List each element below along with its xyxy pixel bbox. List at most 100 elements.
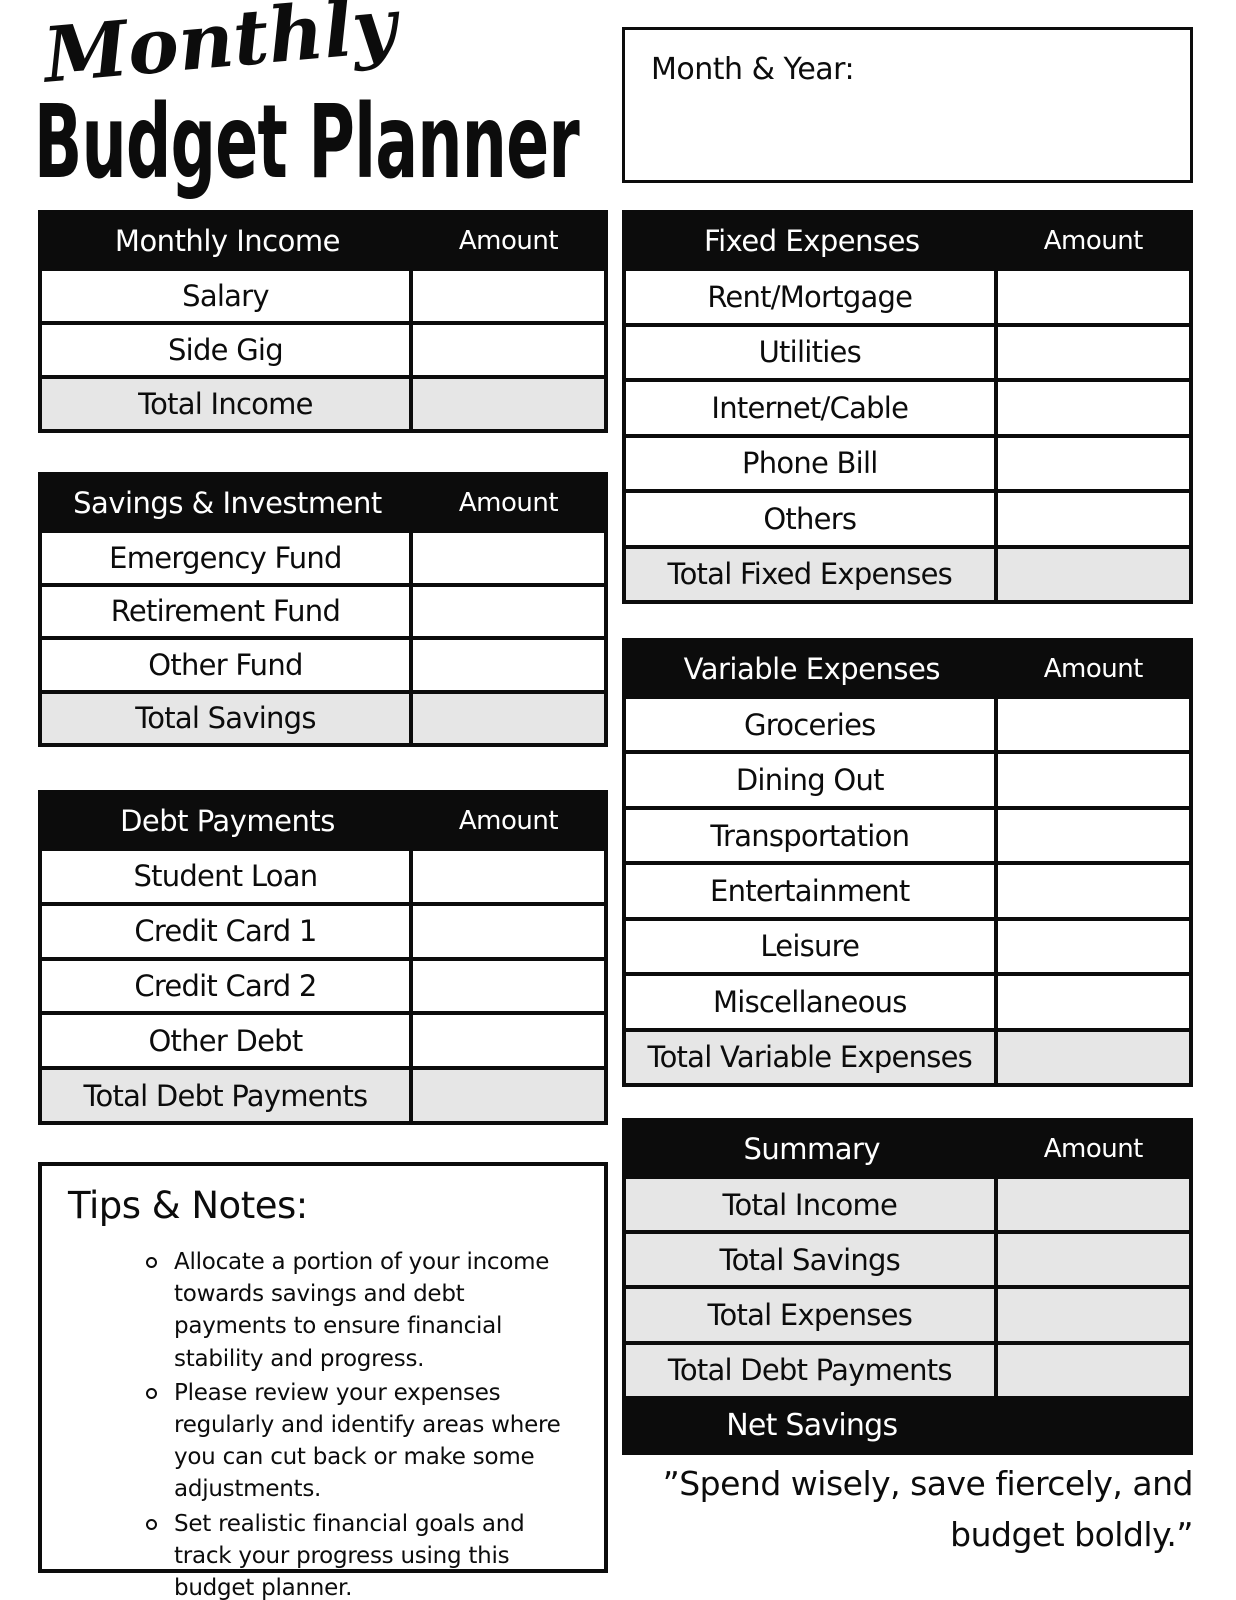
- list-item: Set realistic financial goals and track …: [146, 1508, 578, 1600]
- row-label: Emergency Fund: [42, 533, 413, 583]
- row-label: Rent/Mortgage: [626, 271, 998, 323]
- amount-cell[interactable]: [998, 1032, 1189, 1083]
- amount-cell[interactable]: [998, 1289, 1189, 1340]
- amount-cell[interactable]: [998, 382, 1189, 434]
- amount-cell[interactable]: [998, 1234, 1189, 1285]
- amount-cell[interactable]: [998, 810, 1189, 861]
- amount-cell[interactable]: [998, 549, 1189, 601]
- tip-text: Please review your expenses regularly an…: [174, 1379, 561, 1503]
- row-label: Total Debt Payments: [626, 1344, 998, 1396]
- row-label: Net Savings: [726, 1407, 898, 1443]
- variable-expenses-table: Variable Expenses Amount Groceries Dinin…: [622, 638, 1193, 1087]
- bullet-circle-icon: [146, 1257, 157, 1268]
- table-title: Fixed Expenses: [704, 223, 920, 258]
- page-title: Budget Planner: [34, 83, 580, 202]
- table-row: Transportation: [626, 805, 1189, 862]
- table-row: Student Loan: [42, 847, 604, 902]
- table-title: Savings & Investment: [73, 485, 382, 520]
- table-title: Debt Payments: [120, 803, 335, 838]
- table-header: Variable Expenses Amount: [626, 642, 1189, 695]
- amount-cell[interactable]: [413, 851, 604, 902]
- table-row: Emergency Fund: [42, 529, 604, 583]
- table-row: Other Fund: [42, 636, 604, 690]
- amount-cell[interactable]: [998, 976, 1189, 1027]
- amount-cell[interactable]: [998, 754, 1189, 805]
- table-row-total: Total Expenses: [626, 1285, 1189, 1341]
- amount-cell[interactable]: [998, 438, 1189, 490]
- quote-line: ”Spend wisely, save fiercely, and: [662, 1464, 1194, 1503]
- amount-cell[interactable]: [413, 379, 604, 429]
- table-row-total: Total Income: [626, 1175, 1189, 1231]
- bullet-circle-icon: [146, 1387, 157, 1399]
- table-row: Rent/Mortgage: [626, 267, 1189, 323]
- table-row-total: Total Variable Expenses: [626, 1027, 1189, 1083]
- table-row-total: Total Savings: [626, 1230, 1189, 1286]
- row-label: Leisure: [626, 920, 998, 973]
- table-row-total: Total Fixed Expenses: [626, 544, 1189, 601]
- table-row: Internet/Cable: [626, 378, 1189, 434]
- amount-cell[interactable]: [413, 533, 604, 583]
- amount-header: Amount: [1043, 653, 1144, 684]
- row-label: Internet/Cable: [626, 382, 998, 434]
- amount-cell[interactable]: [413, 640, 604, 690]
- row-label: Others: [626, 493, 998, 545]
- tips-list: Allocate a portion of your income toward…: [146, 1246, 578, 1600]
- quote: ”Spend wisely, save fiercely, and budget…: [553, 1458, 1194, 1560]
- table-row: Side Gig: [42, 321, 604, 375]
- table-header: Monthly Income Amount: [42, 214, 604, 267]
- table-row: Entertainment: [626, 861, 1189, 917]
- amount-cell[interactable]: [998, 1400, 1189, 1451]
- amount-cell[interactable]: [998, 699, 1189, 750]
- tips-heading: Tips & Notes:: [68, 1184, 308, 1227]
- amount-cell[interactable]: [413, 906, 604, 957]
- table-row-total: Total Income: [42, 375, 604, 429]
- amount-cell[interactable]: [413, 1015, 604, 1066]
- table-header: Savings & Investment Amount: [42, 476, 604, 529]
- table-row: Other Debt: [42, 1011, 604, 1067]
- amount-cell[interactable]: [413, 587, 604, 637]
- amount-header: Amount: [458, 225, 559, 256]
- row-label: Side Gig: [42, 325, 413, 375]
- amount-cell[interactable]: [413, 1070, 604, 1121]
- row-label: Dining Out: [626, 754, 998, 806]
- row-label: Total Fixed Expenses: [626, 548, 998, 600]
- table-row-total: Total Debt Payments: [626, 1340, 1189, 1396]
- amount-cell[interactable]: [998, 921, 1189, 972]
- row-label: Phone Bill: [626, 437, 998, 489]
- quote-line: budget boldly.”: [950, 1515, 1193, 1555]
- bullet-circle-icon: [146, 1518, 157, 1530]
- month-year-input[interactable]: Month & Year:: [622, 27, 1193, 183]
- amount-cell[interactable]: [413, 694, 604, 744]
- amount-header: Amount: [458, 487, 559, 518]
- row-label: Total Savings: [626, 1234, 998, 1286]
- debt-payments-table: Debt Payments Amount Student Loan Credit…: [38, 790, 608, 1125]
- amount-header: Amount: [458, 805, 559, 836]
- amount-header: Amount: [1043, 1133, 1144, 1164]
- list-item: Allocate a portion of your income toward…: [146, 1246, 578, 1375]
- savings-investment-table: Savings & Investment Amount Emergency Fu…: [38, 472, 608, 747]
- summary-table: Summary Amount Total Income Total Saving…: [622, 1118, 1193, 1455]
- row-label: Miscellaneous: [626, 976, 998, 1028]
- amount-cell[interactable]: [998, 1345, 1189, 1396]
- monthly-income-table: Monthly Income Amount Salary Side Gig To…: [38, 210, 608, 433]
- row-label: Student Loan: [42, 851, 413, 902]
- amount-cell[interactable]: [413, 325, 604, 375]
- table-row: Phone Bill: [626, 433, 1189, 490]
- amount-cell[interactable]: [998, 865, 1189, 916]
- row-label: Total Income: [42, 379, 413, 429]
- table-row-total: Total Debt Payments: [42, 1066, 604, 1121]
- table-header: Summary Amount: [626, 1122, 1189, 1175]
- amount-cell[interactable]: [998, 271, 1189, 323]
- table-row: Dining Out: [626, 750, 1189, 806]
- amount-cell[interactable]: [998, 1179, 1189, 1230]
- row-label: Transportation: [626, 809, 998, 862]
- amount-cell[interactable]: [413, 961, 604, 1012]
- row-label: Retirement Fund: [42, 586, 413, 636]
- amount-cell[interactable]: [998, 493, 1189, 545]
- table-row: Retirement Fund: [42, 582, 604, 637]
- amount-cell[interactable]: [998, 327, 1189, 379]
- table-row: Leisure: [626, 916, 1189, 973]
- amount-cell[interactable]: [413, 271, 604, 321]
- row-label: Utilities: [626, 326, 998, 378]
- row-label: Other Debt: [42, 1015, 413, 1067]
